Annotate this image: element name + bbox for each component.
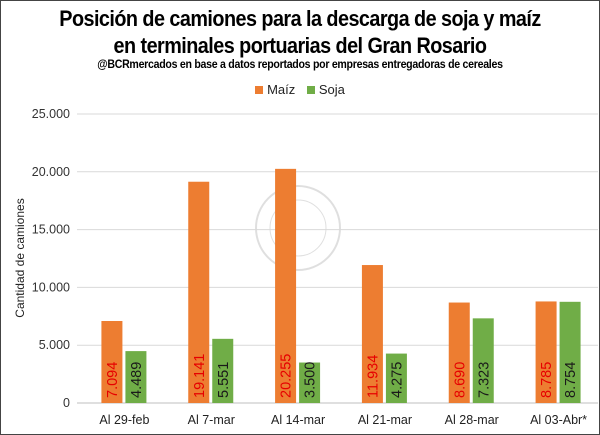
x-tick-label: Al 7-mar xyxy=(188,413,235,427)
bar-soja xyxy=(212,338,234,403)
data-label: 8.690 xyxy=(452,362,468,398)
chart-title-line2: en terminales portuarias del Gran Rosari… xyxy=(113,33,487,58)
data-label: 4.275 xyxy=(389,362,405,398)
watermark-seal xyxy=(255,185,341,271)
legend-item-soja: Soja xyxy=(306,82,345,97)
data-label: 8.754 xyxy=(563,362,579,398)
y-tick-label: 25.000 xyxy=(32,107,70,121)
legend-item-maiz: Maíz xyxy=(255,82,295,97)
data-label: 11.934 xyxy=(365,355,381,398)
chart-title: Posición de camiones para la descarga de… xyxy=(59,6,541,31)
bar-maíz xyxy=(101,320,123,403)
chart-subtitle: @BCRmercados en base a datos reportados … xyxy=(97,59,503,71)
bar-soja xyxy=(559,301,581,403)
legend-swatch-maiz xyxy=(255,86,264,94)
legend-swatch-soja xyxy=(306,86,315,94)
data-label: 19.141 xyxy=(192,354,208,398)
legend-label-soja: Soja xyxy=(318,82,345,97)
x-tick-label: Al 29-feb xyxy=(99,413,149,427)
data-label: 7.094 xyxy=(105,362,121,398)
legend-label-maiz: Maíz xyxy=(267,82,296,97)
data-label: 8.785 xyxy=(539,362,555,398)
bar-soja xyxy=(385,353,407,403)
y-tick-label: 20.000 xyxy=(32,165,70,179)
bar-maíz xyxy=(535,301,557,403)
x-tick-label: Al 14-mar xyxy=(271,413,325,427)
y-tick-label: 0 xyxy=(63,396,70,410)
y-axis-label: Cantidad de camiones xyxy=(13,198,27,317)
x-tick-label: Al 28-mar xyxy=(445,413,499,427)
bar-soja xyxy=(125,351,147,403)
data-label: 3.500 xyxy=(303,362,319,398)
y-tick-label: 15.000 xyxy=(32,223,70,237)
y-tick-label: 10.000 xyxy=(32,280,70,294)
bar-maíz xyxy=(361,265,383,403)
x-tick-label: Al 21-mar xyxy=(358,413,412,427)
bar-maíz xyxy=(188,181,210,403)
data-label: 20.255 xyxy=(279,354,295,398)
bar-soja xyxy=(472,318,494,403)
data-label: 4.489 xyxy=(129,362,145,398)
bar-soja xyxy=(299,362,321,403)
bar-maíz xyxy=(448,302,470,403)
data-label: 7.323 xyxy=(476,362,492,398)
legend: Maíz Soja xyxy=(0,82,600,97)
data-label: 5.551 xyxy=(216,362,232,398)
bar-maíz xyxy=(275,168,297,403)
y-tick-label: 5.000 xyxy=(39,338,70,352)
x-tick-label: Al 03-Abr* xyxy=(530,413,587,427)
